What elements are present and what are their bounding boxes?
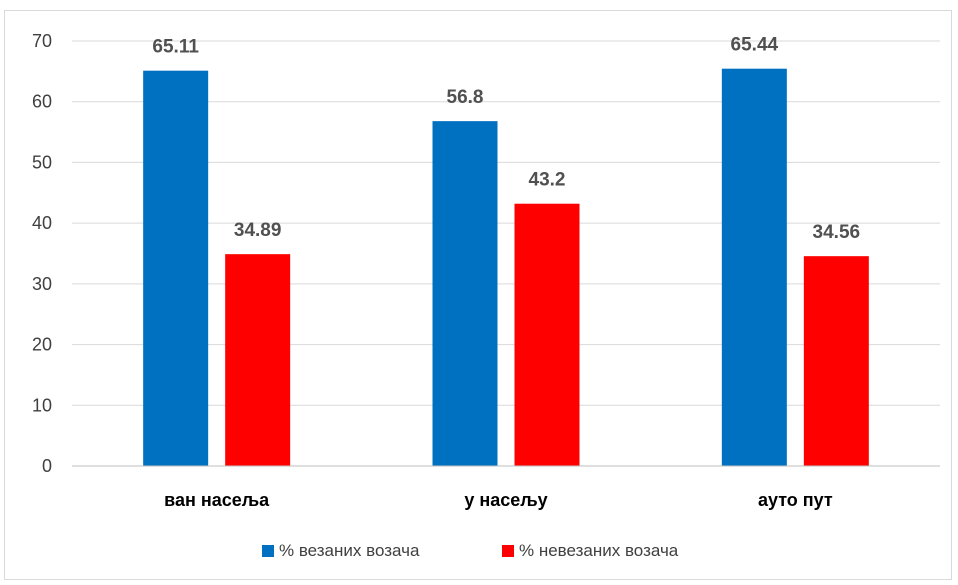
bar — [514, 203, 580, 466]
data-labels: 65.11 34.89 56.8 43.2 65.44 34.56 — [152, 35, 860, 243]
data-label: 43.2 — [529, 170, 566, 191]
x-category-label: у насељу — [464, 490, 547, 510]
bar — [143, 70, 209, 467]
data-label: 56.8 — [447, 87, 484, 108]
y-tick-label: 0 — [42, 456, 52, 476]
legend-label-series-2: % невезаних возача — [519, 541, 679, 560]
legend-swatch-series-2 — [502, 545, 514, 557]
data-label: 65.11 — [152, 37, 199, 58]
data-label: 34.89 — [234, 220, 282, 241]
legend-swatch-series-1 — [262, 545, 274, 557]
y-tick-label: 60 — [32, 92, 52, 112]
x-axis-categories: ван насеља у насељу ауто пут — [164, 490, 833, 510]
bar — [803, 256, 869, 466]
bar — [225, 254, 291, 466]
bars — [143, 68, 869, 467]
bar — [721, 68, 787, 466]
x-category-label: ауто пут — [758, 490, 833, 510]
y-tick-label: 50 — [32, 152, 52, 172]
legend-label-series-1: % везаних возача — [279, 541, 420, 560]
y-tick-label: 10 — [32, 395, 52, 415]
legend: % везаних возача % невезаних возача — [262, 541, 679, 560]
y-axis-ticks: 0 10 20 30 40 50 60 70 — [32, 31, 52, 476]
x-category-label: ван насеља — [164, 490, 270, 510]
data-label: 65.44 — [731, 35, 779, 56]
gridlines — [72, 40, 940, 406]
y-tick-label: 20 — [32, 335, 52, 355]
bar — [432, 121, 498, 467]
y-tick-label: 30 — [32, 274, 52, 294]
y-tick-label: 40 — [32, 213, 52, 233]
data-label: 34.56 — [813, 222, 861, 243]
y-tick-label: 70 — [32, 31, 52, 51]
